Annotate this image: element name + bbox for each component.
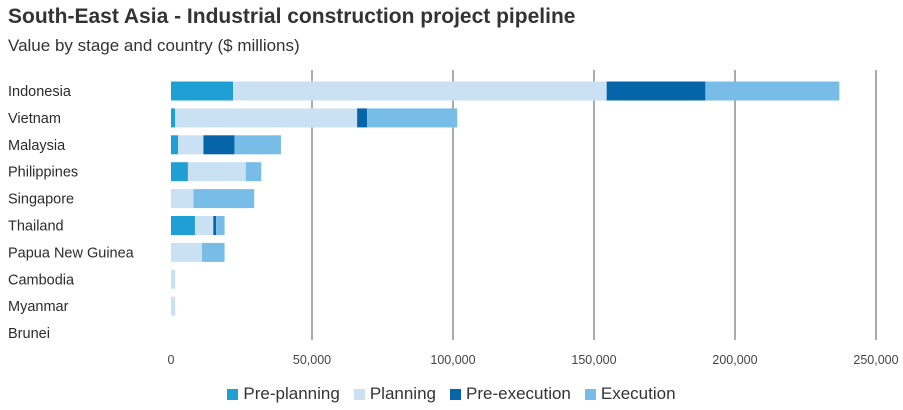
bar-segment: [233, 81, 607, 101]
bar-segment: [171, 242, 203, 262]
bar-segment: [202, 242, 225, 262]
bar-segment: [216, 216, 225, 235]
x-tick-label: 100,000: [430, 353, 475, 367]
legend-label: Pre-execution: [466, 384, 571, 403]
bar-segment: [245, 162, 262, 182]
bar-segment: [187, 162, 246, 182]
chart-subtitle: Value by stage and country ($ millions): [8, 36, 300, 55]
bar-chart: 0 50,000 100,000 150,000 200,000 250,000 Indon…: [8, 70, 899, 367]
category-label: Papua New Guinea: [8, 245, 135, 261]
bar-segment: [171, 108, 176, 128]
bar-segment: [606, 81, 706, 101]
legend-swatch: [584, 388, 596, 400]
legend-item: Planning: [353, 384, 436, 404]
category-label: Cambodia: [8, 272, 75, 288]
legend-label: Execution: [600, 384, 676, 403]
bar-segment: [193, 189, 255, 209]
legend-swatch: [450, 388, 461, 400]
category-label: Indonesia: [8, 84, 72, 100]
legend-label: Pre-planning: [243, 384, 340, 403]
bar-segment: [194, 216, 214, 235]
category-label: Philippines: [8, 165, 78, 181]
bar-segment: [178, 135, 204, 155]
x-tick-label: 50,000: [293, 353, 331, 367]
bar-segment: [171, 189, 194, 209]
x-tick-label: 200,000: [712, 353, 757, 367]
category-label: Malaysia: [8, 138, 66, 154]
category-label: Singapore: [8, 192, 74, 208]
bar-segment: [171, 135, 179, 155]
bar-segment: [171, 296, 176, 316]
bar-segment: [171, 162, 188, 182]
legend-swatch: [353, 388, 365, 400]
bar-segment: [175, 108, 358, 128]
bar-segment: [203, 135, 235, 155]
legend-label: Planning: [369, 384, 436, 403]
x-tick-label: 0: [168, 353, 175, 367]
bar-segment: [171, 269, 176, 289]
chart-legend: Pre-planning Planning Pre-execution Executi…: [0, 384, 903, 404]
chart-title: South-East Asia - Industrial constructio…: [8, 5, 576, 28]
legend-item: Pre-planning: [227, 384, 340, 404]
bar-segment: [357, 108, 367, 128]
bar-segment: [234, 135, 281, 155]
category-label: Thailand: [8, 219, 64, 235]
bar-segment: [213, 216, 217, 235]
legend-item: Pre-execution: [450, 384, 571, 404]
bar-segment: [171, 81, 234, 101]
bar-segment: [171, 216, 195, 235]
legend-item: Execution: [584, 384, 676, 404]
bar-segment: [705, 81, 840, 101]
bar-segment: [366, 108, 458, 128]
category-label: Brunei: [8, 326, 50, 342]
category-label: Myanmar: [8, 299, 69, 315]
legend-swatch: [227, 388, 239, 400]
x-tick-label: 150,000: [571, 353, 616, 367]
x-tick-label: 250,000: [853, 353, 898, 367]
category-label: Vietnam: [8, 111, 61, 127]
